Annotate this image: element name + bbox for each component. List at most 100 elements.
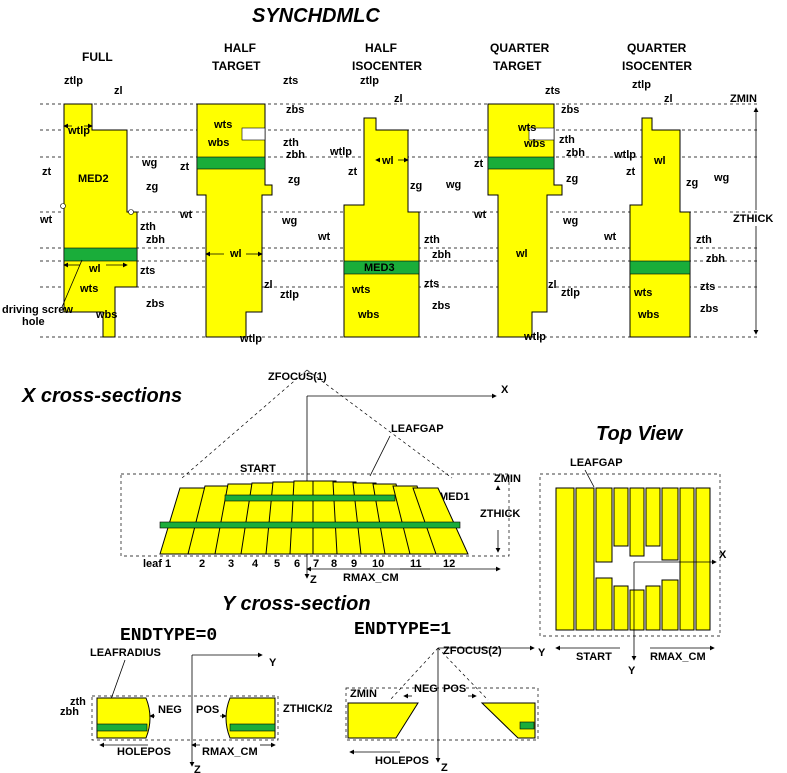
leaf-6-label: 6 (294, 558, 300, 570)
zth-label-2: zth (283, 137, 299, 149)
pos-label-0: POS (196, 704, 219, 716)
panel-2-title: HALF (224, 41, 256, 55)
rmax-x-label: RMAX_CM (343, 572, 399, 584)
zg-label-3: zg (410, 180, 422, 192)
wbs-label-4: wbs (523, 138, 545, 150)
leafradius-label: LEAFRADIUS (90, 647, 161, 659)
x-axis-label: X (501, 384, 509, 396)
med1-label: MED1 (439, 491, 470, 503)
diagram-title: SYNCHDMLC (252, 5, 380, 27)
ztlp-label-3: ztlp (360, 75, 379, 87)
wl-label-3: wl (381, 155, 394, 167)
med3-label: MED3 (364, 262, 395, 274)
panel-3-title: HALF (365, 41, 397, 55)
wg-label-3: wg (445, 179, 461, 191)
panel-5-title: QUARTER (627, 41, 687, 55)
wtlp-label-1: wtlp (67, 125, 90, 137)
panel-5-subtitle: ISOCENTER (622, 59, 692, 73)
wl-label-2: wl (229, 248, 242, 260)
leaf-1-label: leaf 1 (143, 558, 171, 570)
wtlp-label-2: wtlp (239, 333, 262, 345)
wbs-label-1: wbs (95, 309, 117, 321)
zl-label-4: zl (548, 279, 557, 291)
zts-label-2: zts (283, 75, 298, 87)
wt-label-5: wt (603, 231, 617, 243)
leaf-7-label: 7 (313, 558, 319, 570)
zth-label-4: zth (559, 134, 575, 146)
z-axis-label-1: Z (441, 762, 448, 773)
wl-label-1: wl (88, 263, 101, 275)
panel-quarter-isocenter: ztlp zl wtlp wl zt zg wg wt zth zbh zts … (603, 79, 729, 338)
wg-label-1: wg (141, 157, 157, 169)
leaf-12-label: 12 (443, 558, 455, 570)
leaf-10-label: 10 (372, 558, 384, 570)
ztlp-label-1: ztlp (64, 75, 83, 87)
ztlp-label-2: ztlp (280, 289, 299, 301)
zbs-label-4: zbs (561, 104, 579, 116)
endtype0-label: ENDTYPE=0 (120, 626, 217, 646)
zth-y-label: zth (70, 696, 86, 708)
endtype1-diagram: ZFOCUS(2) Y Z ZMIN NEG POS HOLEPOS (345, 645, 546, 773)
top-start-label: START (576, 651, 612, 663)
panel-3-subtitle: ISOCENTER (352, 59, 422, 73)
zl-label-5: zl (664, 93, 673, 105)
neg-label-0: NEG (158, 704, 182, 716)
neg-label-1: NEG (414, 683, 438, 695)
endtype0-diagram: LEAFRADIUS Y Z zth zbh NEG POS ZTHICK/2 … (60, 647, 333, 773)
top-rmax-label: RMAX_CM (650, 651, 706, 663)
pos-label-1: POS (443, 683, 466, 695)
zmin-y-label: ZMIN (350, 688, 377, 700)
wg-label-2: wg (281, 215, 297, 227)
leaf-8-label: 8 (331, 558, 337, 570)
wtlp-label-5: wtlp (613, 149, 636, 161)
x-leaves (159, 480, 469, 555)
endtype1-label: ENDTYPE=1 (354, 620, 451, 640)
zbh-label-3: zbh (432, 249, 451, 261)
top-view-diagram: LEAFGAP X Y START RMAX_CM (539, 457, 727, 677)
zfocus1-label: ZFOCUS(1) (268, 371, 327, 383)
wtlp-label-3: wtlp (329, 146, 352, 158)
panel-half-isocenter: MED3 ztlp zl wtlp wl zt zg wg wt zth zbh… (317, 75, 461, 338)
zt-label-5: zt (626, 166, 636, 178)
y-axis-label-0: Y (269, 657, 277, 669)
wts-label-3: wts (351, 284, 370, 296)
wt-label-2: wt (179, 209, 193, 221)
leafgap-label: LEAFGAP (391, 423, 444, 435)
zl-label-1: zl (114, 85, 123, 97)
zg-label-2: zg (288, 174, 300, 186)
zbs-label-1: zbs (146, 298, 164, 310)
panel-2-subtitle: TARGET (212, 59, 261, 73)
wl-label-5: wl (653, 155, 666, 167)
wts-label-2: wts (213, 119, 232, 131)
zbh-label-2: zbh (286, 149, 305, 161)
top-x-label: X (719, 549, 727, 561)
wg-label-4: wg (562, 215, 578, 227)
y-section-title: Y cross-section (222, 593, 371, 615)
zbh-y-label: zbh (60, 706, 79, 718)
zbh-label-4: zbh (566, 147, 585, 159)
rmax-y-label: RMAX_CM (202, 746, 258, 758)
zl-label-3: zl (394, 93, 403, 105)
zts-label-3: zts (424, 278, 439, 290)
z-axis-label-0: Z (194, 764, 201, 773)
z-axis-label: Z (310, 574, 317, 586)
leaf-2-label: 2 (199, 558, 205, 570)
zfocus2-label: ZFOCUS(2) (443, 645, 502, 657)
zt-label-4: zt (474, 158, 484, 170)
zt-label-1: zt (42, 166, 52, 178)
zg-label-4: zg (566, 173, 578, 185)
zth-label-3: zth (424, 234, 440, 246)
zts-label-5: zts (700, 281, 715, 293)
zt-label-3: zt (348, 166, 358, 178)
zbs-label-2: zbs (286, 104, 304, 116)
start-label: START (240, 463, 276, 475)
ztlp-label-5: ztlp (632, 79, 651, 91)
zth-label-1: zth (140, 221, 156, 233)
holepos-label-1: HOLEPOS (375, 755, 429, 767)
med2-label: MED2 (78, 173, 109, 185)
wt-label-3: wt (317, 231, 331, 243)
wbs-label-2: wbs (207, 137, 229, 149)
panel-headers: FULL HALF TARGET HALF ISOCENTER QUARTER … (82, 41, 692, 73)
zthick-label: ZTHICK (733, 213, 773, 225)
